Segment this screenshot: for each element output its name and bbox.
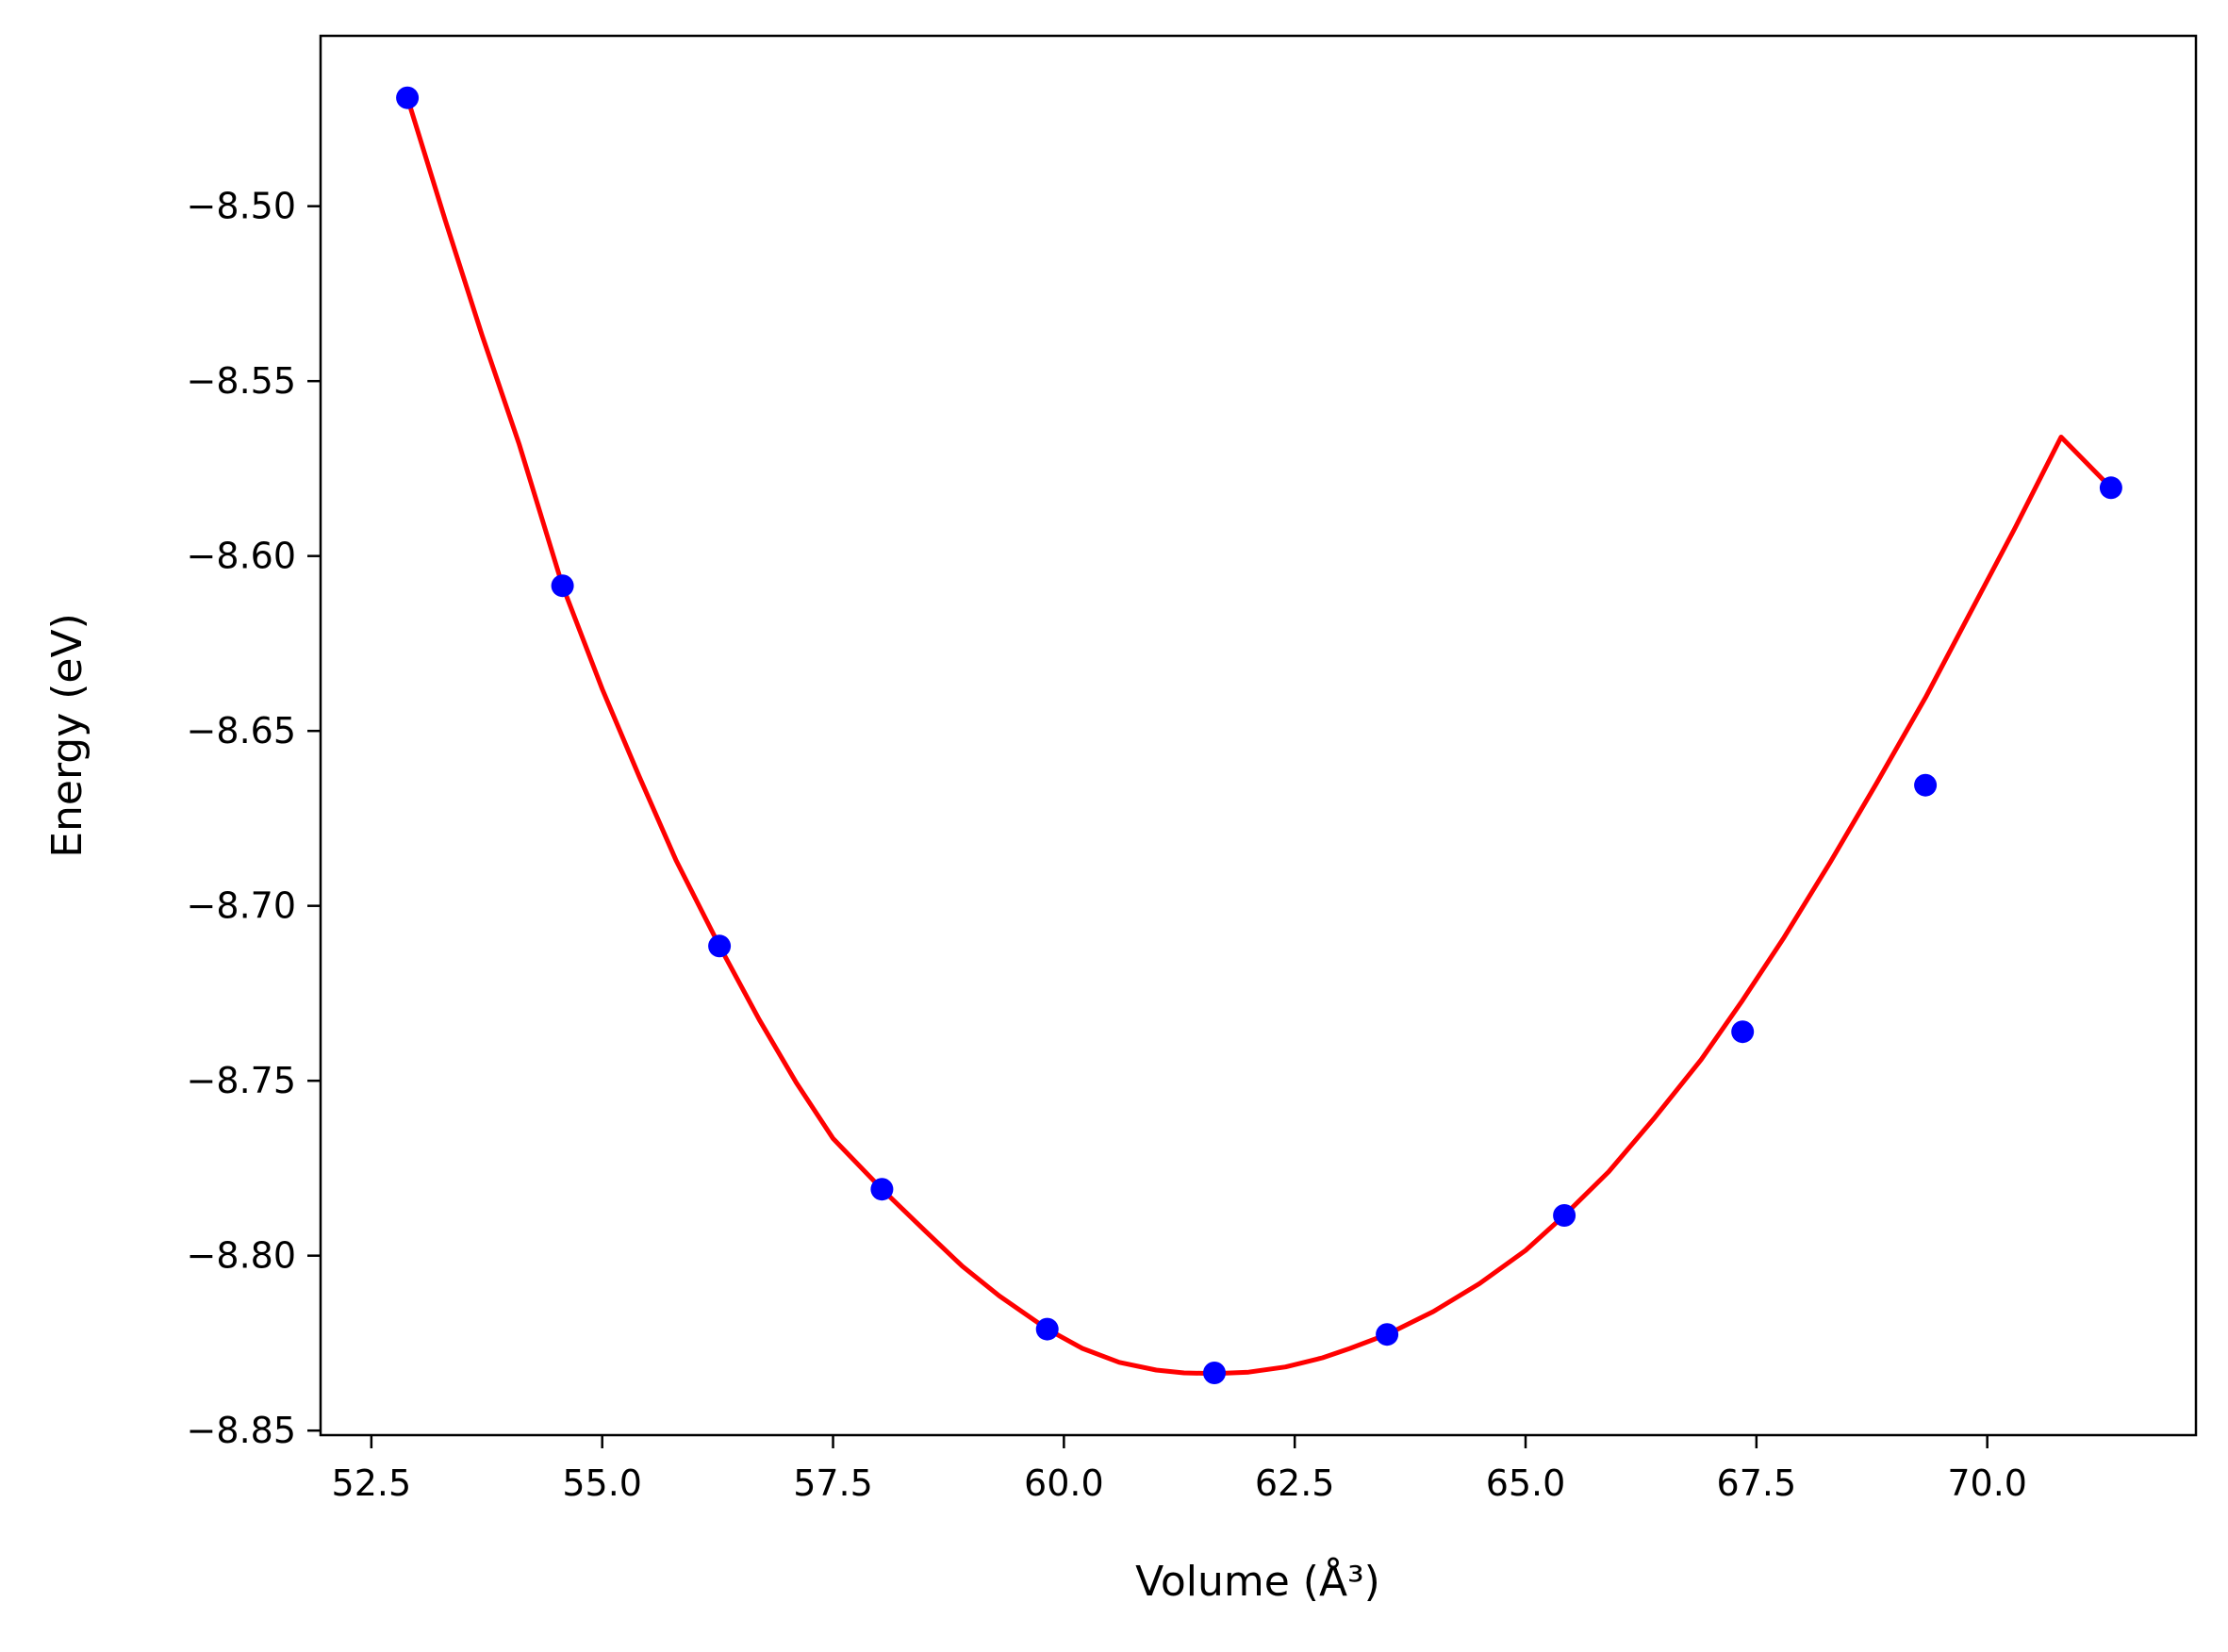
data-point <box>1376 1323 1399 1346</box>
y-tick-label: −8.80 <box>187 1235 296 1277</box>
y-axis-label: Energy (eV) <box>43 613 91 858</box>
x-tick-label: 65.0 <box>1486 1462 1566 1504</box>
y-tick-label: −8.55 <box>187 360 296 402</box>
x-tick-label: 52.5 <box>332 1462 412 1504</box>
y-tick-label: −8.75 <box>187 1060 296 1101</box>
x-tick-label: 70.0 <box>1947 1462 2027 1504</box>
ticks-layer: 52.5 55.0 57.5 60.0 62.5 65.0 67.5 70.0 −8.50 −8.… <box>187 186 2027 1504</box>
data-point <box>2099 476 2122 500</box>
plot-layer <box>396 86 2122 1384</box>
y-tick-label: −8.60 <box>187 536 296 577</box>
data-point <box>551 574 574 598</box>
data-point <box>870 1178 894 1201</box>
y-tick-label: −8.65 <box>187 710 296 752</box>
data-point <box>1553 1204 1576 1227</box>
x-tick-label: 67.5 <box>1717 1462 1797 1504</box>
x-tick-label: 55.0 <box>562 1462 642 1504</box>
data-point <box>396 86 420 109</box>
data-point <box>708 934 732 958</box>
data-point <box>1035 1317 1059 1341</box>
y-tick-label: −8.50 <box>187 186 296 227</box>
data-point <box>1731 1020 1755 1044</box>
x-tick-label: 62.5 <box>1255 1462 1335 1504</box>
x-axis-label: Volume (Å³) <box>1135 1556 1380 1606</box>
data-point <box>1203 1362 1226 1384</box>
y-tick-label: −8.85 <box>187 1410 296 1451</box>
x-tick-label: 60.0 <box>1024 1462 1104 1504</box>
data-point <box>1914 773 1938 797</box>
y-tick-label: −8.70 <box>187 885 296 927</box>
plot-frame <box>319 34 2198 1437</box>
x-tick-label: 57.5 <box>793 1462 873 1504</box>
